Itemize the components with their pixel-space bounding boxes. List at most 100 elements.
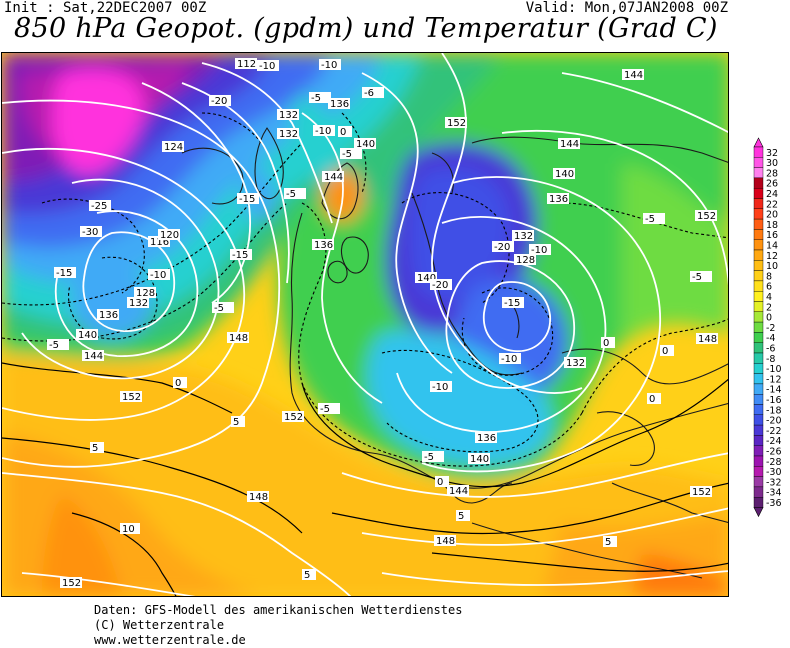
gp-label-132d: 132 xyxy=(512,230,534,242)
svg-text:152: 152 xyxy=(284,412,303,423)
t-label: -15 xyxy=(230,249,252,261)
colorbar-label: -30 xyxy=(766,467,782,478)
colorbar-swatch xyxy=(753,476,764,488)
temperature-colorbar: 32 30 28 26 24 22 20 18 16 14 12 10 8 6 4 2 0 -2 -4 -6 -8 -10… xyxy=(752,137,790,518)
colorbar-swatch xyxy=(753,363,764,374)
svg-text:-10: -10 xyxy=(150,270,166,281)
svg-text:-6: -6 xyxy=(364,88,374,99)
t-label: -15 xyxy=(237,193,259,205)
svg-text:5: 5 xyxy=(304,570,310,581)
svg-text:0: 0 xyxy=(662,346,668,357)
gp-label-140: 140 xyxy=(76,329,98,341)
svg-text:144: 144 xyxy=(84,351,103,362)
t-label: 0 xyxy=(660,345,674,357)
gp-label-136e: 136 xyxy=(475,432,497,444)
svg-text:144: 144 xyxy=(449,486,468,497)
svg-text:140: 140 xyxy=(417,273,436,284)
svg-text:140: 140 xyxy=(470,454,489,465)
colorbar-swatch xyxy=(753,260,764,271)
t-label: 5 xyxy=(90,442,104,454)
colorbar-label: 10 xyxy=(766,261,778,272)
svg-text:132: 132 xyxy=(279,129,298,140)
colorbar-label: -18 xyxy=(766,405,782,416)
colorbar-swatch xyxy=(753,188,764,199)
colorbar-swatch xyxy=(753,218,764,230)
colorbar-swatch xyxy=(753,466,764,477)
t-label: 10 xyxy=(120,523,140,535)
t-label: -10 xyxy=(313,125,335,137)
gp-label-144d: 144 xyxy=(622,69,644,81)
svg-text:-20: -20 xyxy=(211,96,227,107)
colorbar-label: -34 xyxy=(766,488,782,499)
t-label: -25 xyxy=(89,200,111,212)
data-credit: Daten: GFS-Modell des amerikanischen Wet… xyxy=(94,603,462,648)
svg-text:0: 0 xyxy=(603,338,609,349)
gp-label-152c: 152 xyxy=(282,411,304,423)
svg-text:152: 152 xyxy=(447,118,466,129)
colorbar-label: 16 xyxy=(766,230,778,241)
colorbar-swatch xyxy=(753,301,764,313)
gp-label-128: 128 xyxy=(134,287,156,299)
t-label: 0 xyxy=(338,126,352,138)
t-label: 0 xyxy=(601,337,615,349)
gp-label-136: 136 xyxy=(97,309,119,321)
gp-label-140d: 140 xyxy=(415,272,437,284)
t-label: -20 xyxy=(209,95,231,107)
t-label: 5 xyxy=(231,416,245,428)
colorbar-label: 24 xyxy=(766,189,778,200)
colorbar-label: -2 xyxy=(766,323,775,334)
svg-text:148: 148 xyxy=(698,334,717,345)
copyright-line: (C) Wetterzentrale xyxy=(94,618,225,632)
colorbar-label: 32 xyxy=(766,148,778,159)
colorbar-label: -20 xyxy=(766,416,782,427)
gp-label-120: 120 xyxy=(158,229,180,241)
t-label: -5 xyxy=(340,148,362,160)
t-label: -20 xyxy=(492,241,514,253)
gp-label-136c: 136 xyxy=(547,193,569,205)
t-label: 0 xyxy=(173,377,187,389)
svg-text:-5: -5 xyxy=(214,303,224,314)
svg-text:132: 132 xyxy=(129,298,148,309)
colorbar-label: -14 xyxy=(766,385,782,396)
colorbar-swatch xyxy=(753,455,764,467)
svg-text:-20: -20 xyxy=(432,280,448,291)
colorbar-swatch xyxy=(753,424,764,436)
svg-text:152: 152 xyxy=(122,392,141,403)
colorbar-label: 6 xyxy=(766,282,772,293)
svg-text:148: 148 xyxy=(229,333,248,344)
t-label: 5 xyxy=(603,536,617,548)
svg-text:-5: -5 xyxy=(49,340,59,351)
t-label: -10 xyxy=(529,244,551,256)
colorbar-label: -24 xyxy=(766,436,782,447)
colorbar-swatch xyxy=(753,445,764,457)
svg-text:124: 124 xyxy=(164,142,183,153)
t-label: -10 xyxy=(499,353,521,365)
svg-text:136: 136 xyxy=(314,240,333,251)
colorbar-label: 22 xyxy=(766,199,778,210)
t-label: 5 xyxy=(302,569,316,581)
gp-label-132: 132 xyxy=(127,297,149,309)
svg-text:120: 120 xyxy=(160,230,179,241)
svg-text:5: 5 xyxy=(233,417,239,428)
t-label: -5 xyxy=(309,92,331,104)
svg-text:-5: -5 xyxy=(645,214,655,225)
svg-text:5: 5 xyxy=(605,537,611,548)
svg-text:-10: -10 xyxy=(321,60,337,71)
colorbar-swatch xyxy=(753,157,764,168)
svg-text:0: 0 xyxy=(175,378,181,389)
colorbar-label: -8 xyxy=(766,354,775,365)
colorbar-swatch xyxy=(753,311,764,323)
svg-text:152: 152 xyxy=(62,578,81,589)
colorbar-swatch xyxy=(753,332,764,343)
t-label: -5 xyxy=(643,213,665,225)
colorbar-label: -32 xyxy=(766,477,782,488)
svg-text:0: 0 xyxy=(340,127,346,138)
gp-label-144e: 144 xyxy=(447,485,469,497)
svg-text:-10: -10 xyxy=(315,126,331,137)
gp-label-152e: 152 xyxy=(690,486,712,498)
gp-label-148b: 148 xyxy=(696,333,718,345)
map-canvas: 112 124 116 120 128 132 136 140 144 148 … xyxy=(2,53,728,596)
colorbar-label: 0 xyxy=(766,313,772,324)
svg-text:-15: -15 xyxy=(239,194,255,205)
colorbar-swatch xyxy=(753,321,764,333)
